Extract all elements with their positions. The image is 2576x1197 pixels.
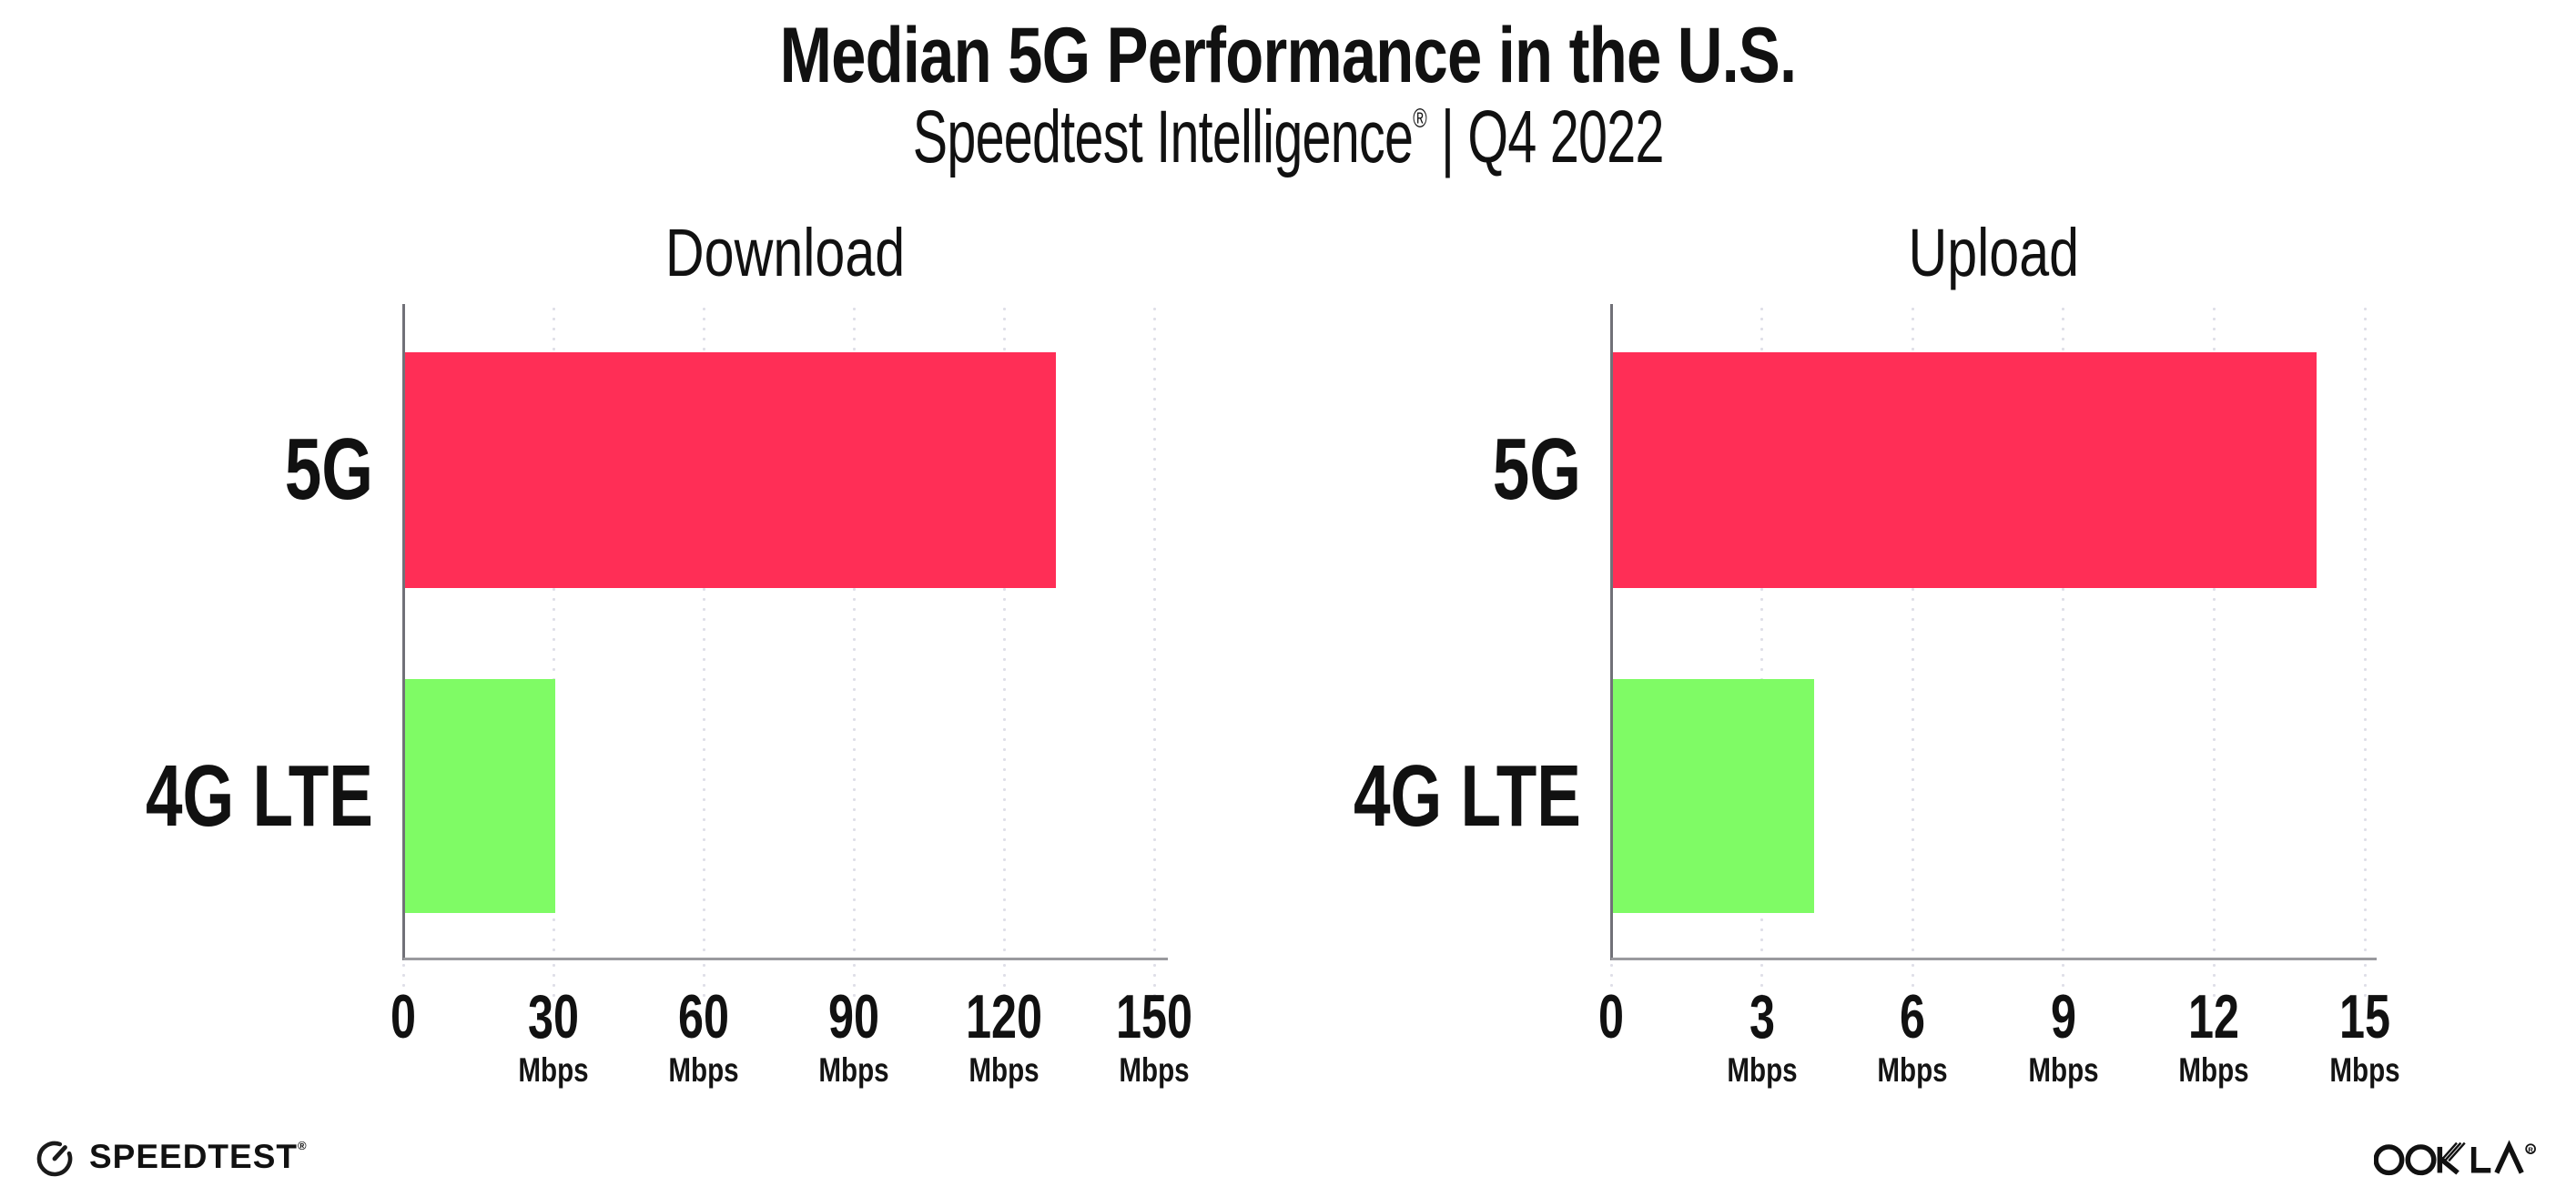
registered-mark: ® (298, 1139, 308, 1152)
axis-tick-stub (1760, 960, 1764, 997)
gridline (1002, 304, 1006, 958)
chart-title: Download (665, 215, 906, 290)
gridline (1760, 304, 1764, 958)
bar-4g-lte (405, 679, 555, 913)
x-tick-label: 15 (2339, 982, 2390, 1051)
x-axis-line (403, 958, 1168, 960)
chart-title: Upload (1908, 215, 2080, 290)
x-tick-unit: Mbps (1726, 1051, 1798, 1089)
x-tick-unit: Mbps (2329, 1051, 2400, 1089)
svg-text:R: R (2528, 1145, 2533, 1153)
ookla-logo: R (2374, 1138, 2540, 1176)
axis-tick-stub (1609, 960, 1613, 997)
axis-tick-stub (702, 960, 705, 997)
chart-upload: Upload 0 3 Mbps 6 Mbps 9 Mbps 12 Mbps 15 Mbps 5G 4G … (1354, 217, 2400, 1089)
x-tick-label: 30 (528, 982, 579, 1051)
axis-tick-stub (2363, 960, 2367, 997)
y-axis-line (1610, 304, 1613, 960)
axis-tick-stub (2212, 960, 2216, 997)
x-tick-label: 0 (1597, 982, 1624, 1051)
x-tick-label: 120 (966, 982, 1042, 1051)
gridline (2212, 304, 2216, 958)
axis-tick-stub (401, 960, 405, 997)
x-tick-unit: Mbps (818, 1051, 889, 1089)
x-tick-label: 9 (2050, 982, 2076, 1051)
x-tick-label: 150 (1116, 982, 1192, 1051)
axis-tick-stub (2062, 960, 2065, 997)
subtitle-brand: Speedtest Intelligence (912, 96, 1414, 178)
gridline (2062, 304, 2065, 958)
chart-download: Download 0 30 Mbps 60 Mbps 90 Mbps 120 Mbps 150 Mb… (146, 217, 1192, 1089)
page-title: Median 5G Performance in the U.S. (0, 12, 2576, 99)
category-label-4g-lte: 4G LTE (146, 747, 373, 845)
registered-mark: ® (1412, 104, 1427, 134)
x-tick-unit: Mbps (518, 1051, 589, 1089)
gridline (552, 304, 555, 958)
subtitle-period: | Q4 2022 (1426, 96, 1664, 178)
ookla-wordmark: R (2374, 1140, 2536, 1176)
bar-5g (1613, 352, 2317, 588)
speedtest-gauge-icon (36, 1141, 73, 1177)
ookla-hatched-k (2437, 1141, 2466, 1175)
axis-tick-stub (1002, 960, 1006, 997)
category-label-5g: 5G (1492, 421, 1581, 518)
x-tick-unit: Mbps (1877, 1051, 1948, 1089)
page-subtitle: Speedtest Intelligence® | Q4 2022 (0, 96, 2576, 178)
speedtest-wordmark: SPEEDTEST® (89, 1138, 308, 1175)
gridline (1152, 304, 1156, 958)
x-tick-label: 60 (678, 982, 729, 1051)
gridline (852, 304, 856, 958)
gridline (702, 304, 705, 958)
x-tick-unit: Mbps (668, 1051, 739, 1089)
axis-tick-stub (1152, 960, 1156, 997)
x-tick-label: 0 (390, 982, 416, 1051)
y-axis-line (402, 304, 405, 960)
gridline (1911, 304, 1914, 958)
axis-tick-stub (852, 960, 856, 997)
category-label-5g: 5G (284, 421, 373, 518)
axis-tick-stub (1911, 960, 1914, 997)
page-title-text: Median 5G Performance in the U.S. (779, 12, 1798, 99)
axis-tick-stub (552, 960, 555, 997)
speedtest-logo: SPEEDTEST® (33, 1134, 308, 1180)
x-tick-label: 6 (1900, 982, 1926, 1051)
x-axis-line (1611, 958, 2377, 960)
bar-4g-lte (1613, 679, 1814, 913)
x-tick-label: 12 (2188, 982, 2240, 1051)
gridline (2363, 304, 2367, 958)
x-tick-unit: Mbps (969, 1051, 1040, 1089)
x-tick-label: 3 (1749, 982, 1775, 1051)
x-tick-unit: Mbps (1119, 1051, 1190, 1089)
x-tick-label: 90 (828, 982, 879, 1051)
x-tick-unit: Mbps (2178, 1051, 2250, 1089)
bar-5g (405, 352, 1056, 588)
category-label-4g-lte: 4G LTE (1354, 747, 1581, 845)
x-tick-unit: Mbps (2028, 1051, 2099, 1089)
